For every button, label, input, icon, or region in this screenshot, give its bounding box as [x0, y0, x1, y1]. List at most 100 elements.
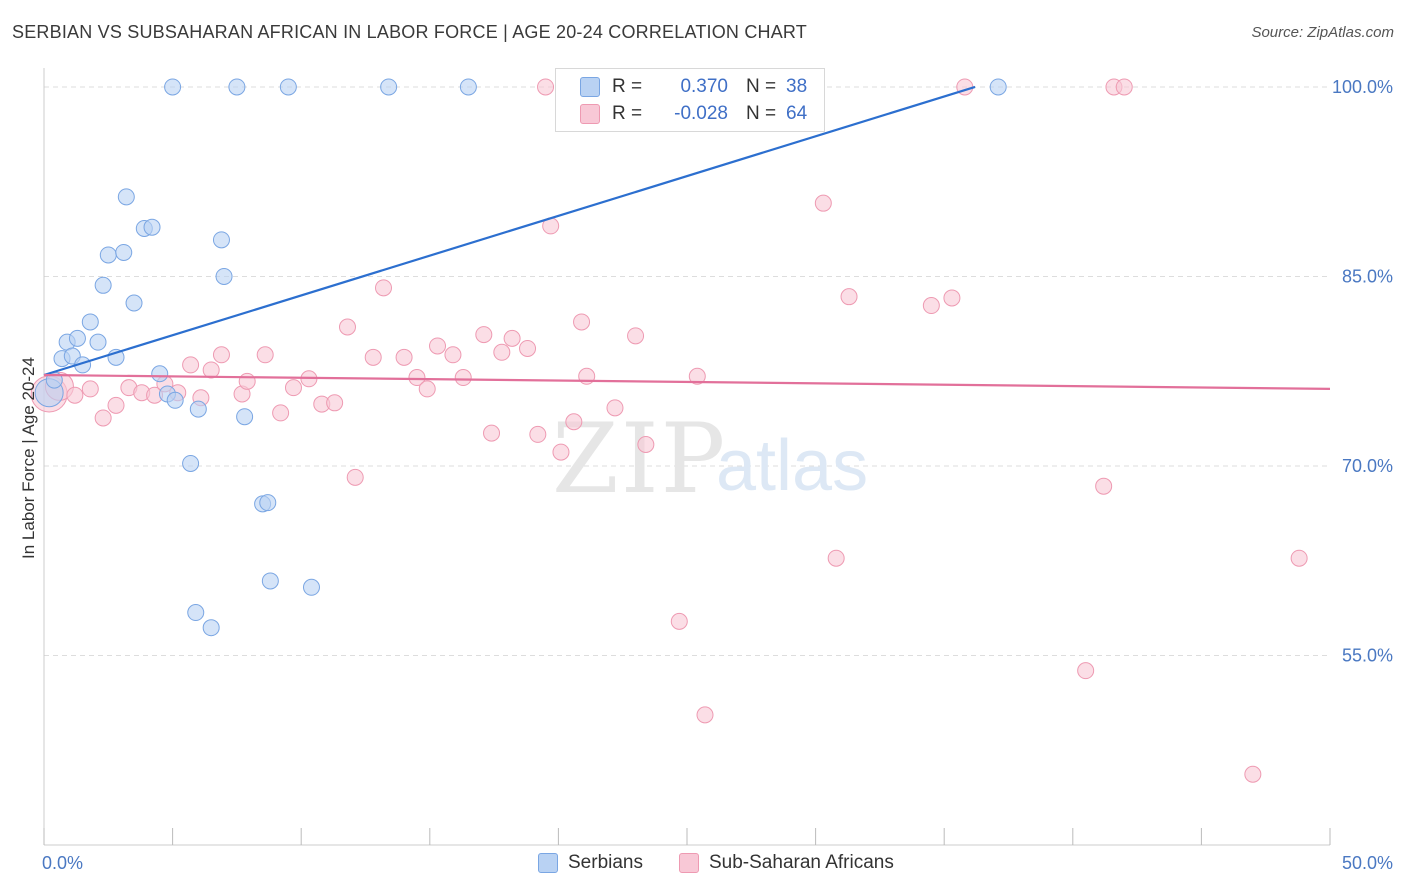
n-label: N =: [746, 76, 777, 97]
serbian-point: [182, 454, 200, 472]
african-point: [238, 372, 256, 390]
serbian-point: [187, 604, 205, 622]
african-point: [429, 337, 447, 355]
serbian-point: [380, 78, 398, 96]
african-point: [503, 329, 521, 347]
serbian-point: [164, 78, 182, 96]
serbian-point: [117, 188, 135, 206]
serbian-point: [236, 408, 254, 426]
africans-legend-swatch: [679, 853, 699, 873]
r-value: 0.370: [680, 76, 728, 97]
african-point: [519, 339, 537, 357]
african-point: [272, 404, 290, 422]
series-legend: Serbians Sub-Saharan Africans: [0, 852, 1406, 878]
serbian-point: [189, 400, 207, 418]
legend-row-africans: R = -0.028 N = 64: [556, 100, 807, 128]
african-point: [444, 346, 462, 364]
african-point: [284, 379, 302, 397]
serbian-point: [94, 276, 112, 294]
n-value: 38: [786, 76, 808, 97]
african-point: [696, 706, 714, 724]
x-tick-label: 0.0%: [42, 853, 83, 873]
african-point: [565, 413, 583, 431]
african-point: [81, 380, 99, 398]
serbian-point: [459, 78, 477, 96]
african-point: [670, 612, 688, 630]
africans-trend-line: [43, 373, 1331, 391]
african-point: [1244, 765, 1262, 783]
serbian-point: [259, 494, 277, 512]
african-point: [346, 468, 364, 486]
african-point: [212, 346, 230, 364]
african-point: [1290, 549, 1308, 567]
correlation-legend: R = 0.370 N = 38 R = -0.028 N = 64: [555, 68, 825, 132]
african-point: [573, 313, 591, 331]
serbian-point: [151, 365, 169, 383]
african-point: [552, 443, 570, 461]
african-point: [202, 361, 220, 379]
serbian-point: [302, 578, 320, 596]
r-label: R =: [612, 76, 643, 97]
n-value: 64: [786, 103, 808, 124]
serbian-point: [166, 391, 184, 409]
african-point: [688, 367, 706, 385]
african-point: [107, 396, 125, 414]
african-point: [627, 327, 645, 345]
y-tick-label: 55.0%: [1342, 645, 1393, 665]
african-point: [326, 394, 344, 412]
african-point: [375, 279, 393, 297]
watermark: ZIP atlas: [552, 403, 868, 515]
africans-swatch: [580, 104, 600, 124]
african-point: [256, 346, 274, 364]
serbian-point: [81, 313, 99, 331]
y-axis-label: In Labor Force | Age 20-24: [19, 357, 38, 559]
serbian-point: [99, 246, 117, 264]
serbian-point: [215, 267, 233, 285]
africans-legend-label: Sub-Saharan Africans: [709, 852, 894, 873]
serbians-legend-label: Serbians: [568, 852, 643, 873]
serbian-point: [125, 294, 143, 312]
y-tick-label: 85.0%: [1342, 266, 1393, 286]
watermark-atlas: atlas: [716, 426, 868, 506]
source-label: Source: ZipAtlas.com: [1251, 24, 1394, 41]
african-point: [338, 318, 356, 336]
african-point: [66, 386, 84, 404]
african-point: [454, 369, 472, 387]
african-point: [606, 399, 624, 417]
serbians-trend-line: [43, 85, 976, 377]
serbian-point: [68, 329, 86, 347]
n-label: N =: [746, 103, 777, 124]
r-value: -0.028: [674, 103, 728, 124]
african-point: [922, 297, 940, 315]
legend-item-serbians: Serbians: [538, 852, 643, 874]
african-point: [408, 369, 426, 387]
african-point: [537, 78, 555, 96]
african-point: [529, 425, 547, 443]
african-point: [827, 549, 845, 567]
african-point: [94, 409, 112, 427]
african-point: [637, 435, 655, 453]
african-point: [1095, 477, 1113, 495]
serbian-point: [212, 231, 230, 249]
african-point: [475, 326, 493, 344]
african-point: [418, 380, 436, 398]
serbian-point: [115, 243, 133, 261]
y-tick-label: 100.0%: [1332, 77, 1393, 97]
serbian-point: [143, 218, 161, 236]
tick-labels: 55.0% 70.0% 85.0% 100.0% 0.0% 50.0%: [42, 77, 1393, 873]
y-tick-label: 70.0%: [1342, 456, 1393, 476]
serbians-legend-swatch: [538, 853, 558, 873]
serbian-point: [989, 78, 1007, 96]
chart-title: SERBIAN VS SUBSAHARAN AFRICAN IN LABOR F…: [12, 22, 807, 42]
serbian-point: [202, 619, 220, 637]
r-label: R =: [612, 103, 643, 124]
gridlines: [44, 86, 1330, 656]
legend-item-africans: Sub-Saharan Africans: [679, 852, 894, 874]
african-point: [364, 348, 382, 366]
serbian-point: [261, 572, 279, 590]
african-point: [493, 343, 511, 361]
african-point: [1115, 78, 1133, 96]
serbian-point: [279, 78, 297, 96]
african-point: [1077, 662, 1095, 680]
